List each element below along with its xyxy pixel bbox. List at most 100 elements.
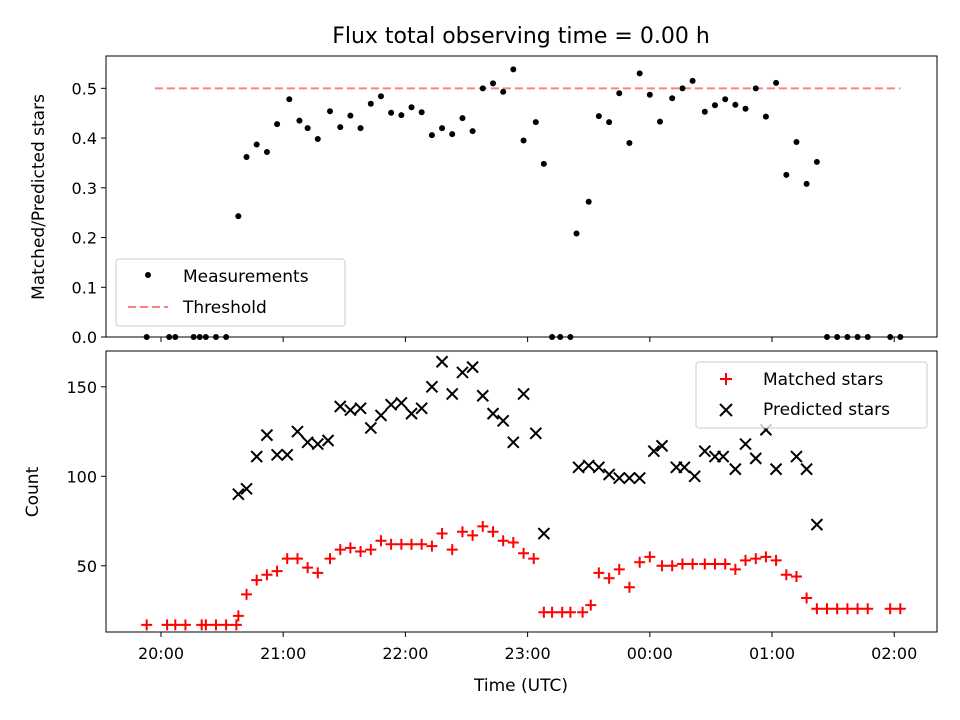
- matched-star-point: [210, 619, 222, 631]
- matched-star-point: [801, 592, 813, 604]
- measurement-point: [803, 180, 810, 187]
- matched-star-point: [719, 558, 731, 570]
- predicted-star-points: [232, 355, 824, 540]
- bottom-y-tick-label: 150: [66, 378, 97, 397]
- matched-star-point: [884, 603, 896, 615]
- matched-star-point: [200, 619, 212, 631]
- measurement-point: [762, 113, 769, 120]
- measurement-point: [711, 102, 718, 109]
- measurement-point: [732, 101, 739, 108]
- measurement-point: [428, 132, 435, 139]
- matched-star-point: [613, 563, 625, 575]
- matched-star-point: [770, 554, 782, 566]
- top-y-tick-label: 0.5: [72, 79, 97, 98]
- measurement-point: [793, 139, 800, 146]
- predicted-star-point: [395, 396, 408, 410]
- matched-star-point: [169, 619, 181, 631]
- measurement-point: [689, 77, 696, 84]
- measurement-point: [783, 171, 790, 178]
- matched-star-point: [291, 553, 303, 565]
- matched-star-point: [528, 553, 540, 565]
- matched-star-point: [740, 554, 752, 566]
- matched-star-point: [507, 537, 519, 549]
- matched-star-point: [232, 610, 244, 622]
- top-x-tick-marks: [160, 337, 895, 342]
- predicted-star-point: [435, 355, 449, 368]
- measurement-point: [752, 85, 759, 92]
- matched-star-point: [894, 603, 906, 615]
- measurement-point: [408, 104, 415, 111]
- measurement-point: [398, 112, 405, 119]
- measurement-point: [449, 131, 456, 138]
- matched-star-point: [487, 526, 499, 538]
- matched-star-point: [623, 581, 635, 593]
- measurement-point: [327, 108, 334, 115]
- bottom-panel: 50 100 150 20:00 21:00 22:00 23:00 00:00 01:00 0…: [23, 350, 938, 696]
- predicted-star-point: [476, 389, 489, 402]
- top-y-tick-label: 0.1: [72, 278, 97, 297]
- predicted-star-point: [456, 366, 469, 379]
- predicted-star-point: [739, 437, 752, 451]
- measurement-point: [304, 125, 311, 132]
- matched-star-point: [831, 603, 843, 615]
- predicted-star-point: [582, 459, 595, 472]
- bottom-axes-frame: [105, 350, 938, 633]
- bottom-x-ticks: 20:00 21:00 22:00 23:00 00:00 01:00 02:00: [138, 632, 917, 663]
- matched-star-point: [729, 563, 741, 575]
- bottom-y-axis-label: Count: [23, 466, 43, 517]
- predicted-star-point: [250, 450, 263, 463]
- bottom-legend-box: [695, 361, 928, 429]
- matched-star-point: [375, 535, 387, 547]
- measurement-point: [626, 140, 633, 147]
- predicted-star-point: [321, 434, 335, 447]
- measurement-point: [585, 198, 592, 205]
- matched-star-point: [446, 544, 458, 556]
- predicted-star-point: [291, 425, 304, 438]
- predicted-star-point: [572, 461, 585, 474]
- matched-star-point: [302, 562, 314, 574]
- measurement-point: [532, 119, 539, 126]
- predicted-star-point: [647, 445, 661, 458]
- predicted-star-point: [415, 402, 428, 415]
- matched-star-point: [251, 574, 263, 586]
- measurement-point: [722, 96, 729, 103]
- matched-star-point: [780, 569, 792, 581]
- matched-star-point: [564, 606, 576, 618]
- measurement-point: [606, 119, 613, 126]
- measurement-point: [490, 80, 497, 87]
- predicted-star-point: [537, 527, 551, 540]
- predicted-star-point: [260, 428, 274, 442]
- matched-star-point: [281, 553, 293, 565]
- legend-matched-label: Matched stars: [763, 370, 883, 390]
- matched-star-point: [344, 542, 356, 554]
- matched-star-point: [546, 606, 558, 618]
- predicted-star-point: [281, 448, 294, 462]
- measurement-point: [377, 93, 384, 100]
- measurement-point: [616, 90, 623, 97]
- predicted-star-point: [232, 487, 245, 501]
- predicted-star-point: [655, 439, 669, 453]
- measurement-point: [459, 115, 466, 122]
- measurement-point: [701, 108, 708, 115]
- matched-star-point: [862, 603, 874, 615]
- matched-star-point: [395, 538, 407, 550]
- predicted-star-point: [810, 518, 824, 531]
- predicted-star-point: [334, 400, 347, 413]
- predicted-star-point: [240, 482, 253, 496]
- measurement-point: [656, 118, 663, 125]
- matched-star-point: [271, 565, 283, 577]
- predicted-star-point: [364, 421, 378, 435]
- predicted-star-point: [613, 471, 626, 485]
- measurement-point: [337, 124, 344, 131]
- matched-star-point: [141, 619, 153, 631]
- matched-star-point: [456, 526, 468, 538]
- top-panel: 0.0 0.1 0.2 0.3 0.4 0.5 Matched/Predicted sta…: [29, 55, 938, 347]
- matched-star-point: [666, 560, 678, 572]
- predicted-star-point: [729, 462, 742, 476]
- measurement-point: [520, 137, 527, 144]
- matched-star-point: [750, 553, 762, 565]
- measurement-point: [286, 96, 293, 103]
- matched-star-point: [634, 556, 646, 568]
- predicted-star-point: [311, 437, 324, 451]
- bottom-y-ticks: 50 100 150: [66, 378, 106, 576]
